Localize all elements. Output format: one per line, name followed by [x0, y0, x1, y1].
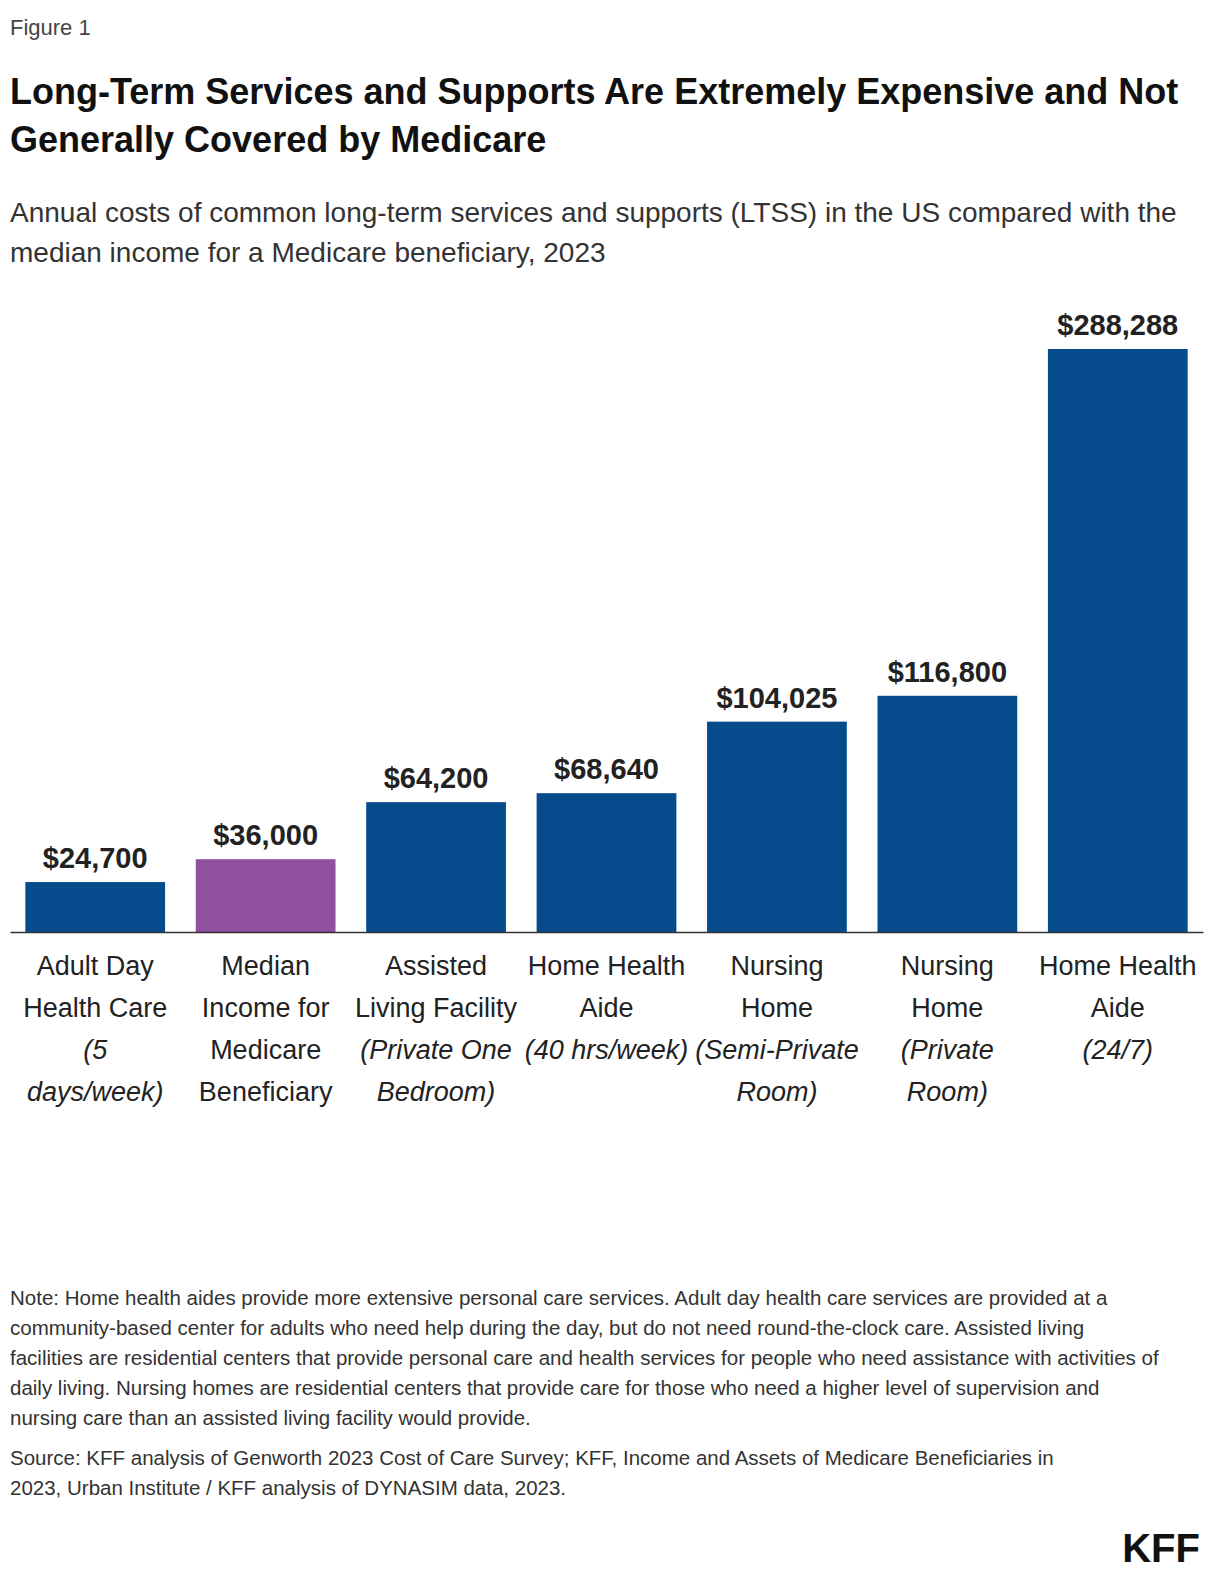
logo: KFF	[1122, 1526, 1200, 1570]
bar	[1048, 349, 1188, 932]
note-line: nursing care than an assisted living fac…	[10, 1406, 531, 1429]
tick-label-line: Nursing	[901, 951, 994, 981]
tick-label-line: (24/7)	[1083, 1035, 1154, 1065]
data-label: $24,700	[43, 842, 148, 874]
tick-label: Adult Day Health Care (5 days/week)	[23, 951, 167, 1107]
x-axis: Adult Day Health Care (5 days/week) Median In…	[11, 932, 1204, 1107]
bars	[25, 349, 1187, 932]
bar	[366, 802, 506, 932]
tick-label: Assisted Living Facility (Private One Bedro…	[355, 951, 518, 1107]
tick: Assisted Living Facility (Private One Bedro…	[355, 932, 518, 1107]
tick-label-line: Home Health	[1039, 951, 1197, 981]
subtitle-line: median income for a Medicare beneficiary…	[10, 237, 606, 268]
tick: Median Income for Medicare Beneficiary	[199, 932, 333, 1107]
source-line: 2023, Urban Institute / KFF analysis of …	[10, 1476, 566, 1499]
data-label: $68,640	[554, 753, 659, 785]
tick-label-line: Room)	[736, 1077, 817, 1107]
tick-label-line: (Private One	[360, 1035, 512, 1065]
tick-label-line: Medicare	[210, 1035, 321, 1065]
chart: Figure 1 Long-Term Services and Supports …	[0, 0, 1220, 1580]
tick-label: Nursing Home (Semi-Private Room)	[695, 951, 859, 1107]
tick-label-line: Room)	[907, 1077, 988, 1107]
subtitle: Annual costs of common long-term service…	[10, 197, 1177, 268]
tick: Nursing Home (Semi-Private Room)	[695, 932, 859, 1107]
bar	[707, 722, 847, 932]
data-label: $64,200	[384, 762, 489, 794]
tick-label: Median Income for Medicare Beneficiary	[199, 951, 333, 1107]
data-label: $104,025	[716, 682, 837, 714]
tick-label-line: Assisted	[385, 951, 487, 981]
tick: Adult Day Health Care (5 days/week)	[23, 932, 167, 1107]
tick-label-line: (Semi-Private	[695, 1035, 859, 1065]
tick: Nursing Home (Private Room)	[901, 932, 994, 1107]
tick-label-line: (Private	[901, 1035, 994, 1065]
tick-label: Home Health Aide (40 hrs/week)	[525, 951, 689, 1065]
tick-label-line: Aide	[579, 993, 633, 1023]
tick-label-line: (5	[83, 1035, 108, 1065]
tick-label-line: Living Facility	[355, 993, 518, 1023]
figure-label: Figure 1	[10, 15, 91, 40]
title-line: Long-Term Services and Supports Are Extr…	[10, 71, 1178, 112]
bar	[877, 696, 1017, 932]
data-label: $288,288	[1057, 309, 1178, 341]
subtitle-line: Annual costs of common long-term service…	[10, 197, 1177, 228]
note-line: facilities are residential centers that …	[10, 1346, 1159, 1369]
tick-label-line: Home Health	[528, 951, 686, 981]
figure-label-line: Figure 1	[10, 15, 91, 40]
tick-label-line: Aide	[1091, 993, 1145, 1023]
title: Long-Term Services and Supports Are Extr…	[10, 71, 1178, 160]
tick-label-line: Health Care	[23, 993, 167, 1023]
tick-label-line: (40 hrs/week)	[525, 1035, 689, 1065]
tick-label-line: days/week)	[27, 1077, 164, 1107]
data-labels: $24,700 $36,000 $64,200 $68,640 $104,025 $116…	[43, 309, 1178, 874]
tick: Home Health Aide (40 hrs/week)	[525, 932, 689, 1065]
tick-label-line: Adult Day	[37, 951, 155, 981]
tick-label-line: Median	[221, 951, 310, 981]
data-label: $116,800	[888, 656, 1007, 688]
note: Note: Home health aides provide more ext…	[10, 1286, 1159, 1429]
title-line: Generally Covered by Medicare	[10, 119, 546, 160]
source: Source: KFF analysis of Genworth 2023 Co…	[10, 1446, 1054, 1499]
tick-label-line: Bedroom)	[377, 1077, 496, 1107]
note-line: daily living. Nursing homes are resident…	[10, 1376, 1099, 1399]
tick-label-line: Income for	[202, 993, 330, 1023]
tick-label-line: Home	[911, 993, 983, 1023]
tick: Home Health Aide (24/7)	[1039, 932, 1197, 1065]
source-line: Source: KFF analysis of Genworth 2023 Co…	[10, 1446, 1054, 1469]
tick-label: Nursing Home (Private Room)	[901, 951, 994, 1107]
axis-line	[11, 932, 1204, 934]
bar	[196, 859, 336, 932]
tick-label-line: Nursing	[730, 951, 823, 981]
data-label: $36,000	[213, 819, 318, 851]
tick-label-line: Home	[741, 993, 813, 1023]
note-line: community-based center for adults who ne…	[10, 1316, 1084, 1339]
note-line: Note: Home health aides provide more ext…	[10, 1286, 1108, 1309]
tick-label: Home Health Aide (24/7)	[1039, 951, 1197, 1065]
tick-label-line: Beneficiary	[199, 1077, 333, 1107]
bar	[537, 793, 677, 932]
bar	[25, 882, 165, 932]
